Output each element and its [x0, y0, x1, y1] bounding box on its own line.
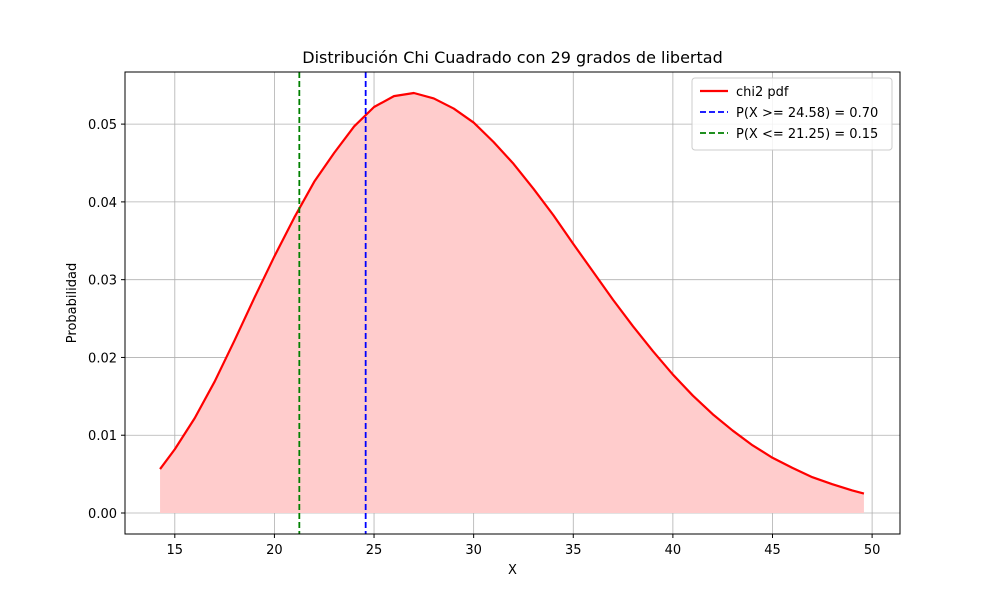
- x-tick-label: 20: [266, 543, 283, 558]
- pdf-line: [159, 91, 865, 495]
- legend: chi2 pdf P(X >= 24.58) = 0.70 P(X <= 21.25…: [691, 77, 893, 151]
- x-tick-label: 45: [764, 543, 781, 558]
- legend-label: P(X <= 21.25) = 0.15: [736, 127, 878, 142]
- axes-frame: [124, 71, 901, 535]
- x-tick-label: 25: [366, 543, 383, 558]
- x-tick-label: 30: [465, 543, 482, 558]
- x-tick-label: 50: [864, 543, 881, 558]
- legend-box: [691, 77, 893, 151]
- y-tick-label: 0.03: [88, 274, 117, 289]
- y-tick-label: 0.00: [88, 507, 117, 522]
- x-tick-label: 40: [665, 543, 682, 558]
- y-axis-label: Probabilidad: [65, 263, 80, 343]
- legend-label: chi2 pdf: [736, 85, 789, 100]
- y-tick-label: 0.05: [88, 118, 117, 133]
- y-tick-label: 0.04: [88, 196, 117, 211]
- plot-area: 15 20 25 30 35 40 45 50 0.00 0.01 0.02 0.03 0.04 0.05: [88, 71, 901, 558]
- x-tick-label: 15: [167, 543, 184, 558]
- legend-label: P(X >= 24.58) = 0.70: [736, 106, 878, 121]
- pdf-fill-area: [160, 93, 864, 513]
- x-axis-label: X: [508, 563, 517, 578]
- y-tick-label: 0.02: [88, 351, 117, 366]
- chart-title: Distribución Chi Cuadrado con 29 grados …: [302, 48, 722, 67]
- x-tick-label: 35: [565, 543, 582, 558]
- y-tick-label: 0.01: [88, 429, 117, 444]
